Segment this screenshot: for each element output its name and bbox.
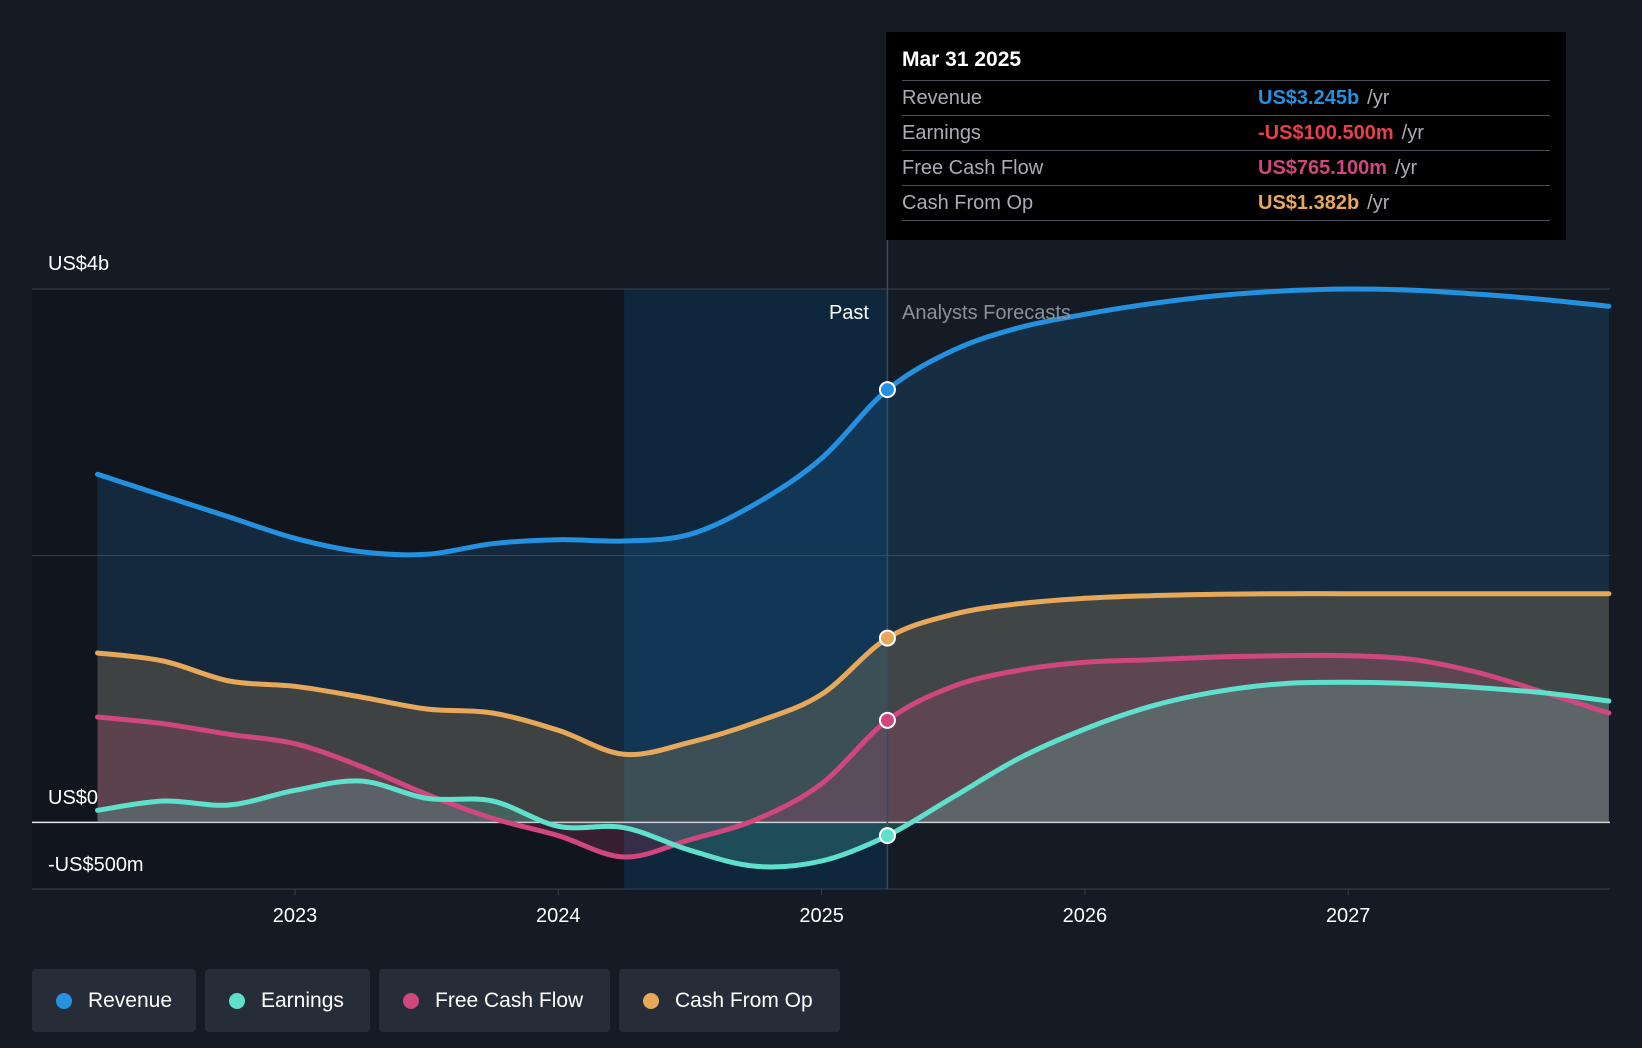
tooltip-unit: /yr (1394, 156, 1418, 179)
tooltip-row-earnings: Earnings -US$100.500m /yr (902, 115, 1550, 150)
tooltip-date: Mar 31 2025 (902, 48, 1022, 71)
x-axis-ticks: 2023 2024 2025 2026 2027 (273, 889, 1371, 927)
tooltip-unit: /yr (1401, 121, 1424, 144)
marker-earnings[interactable] (878, 827, 896, 845)
line-free-cash-flow (95, 652, 1612, 860)
y-axis-label-zero: US$0 (48, 787, 99, 809)
tooltip-label: Earnings (902, 121, 981, 144)
marker-cash-from-op[interactable] (878, 629, 896, 647)
tooltip-row-revenue: Revenue US$3.245b /yr (902, 80, 1550, 115)
y-axis-label-bottom: -US$500m (48, 854, 144, 876)
highlight-band (624, 289, 888, 889)
legend-label: Earnings (261, 988, 344, 1012)
tooltip-value: US$3.245b (1258, 86, 1360, 109)
legend-dot-icon (56, 992, 72, 1009)
legend-dot-icon (403, 992, 419, 1009)
tooltip-label: Revenue (902, 86, 983, 109)
line-earnings (95, 679, 1612, 870)
area-cash-from-op (97, 593, 1609, 823)
line-revenue (95, 286, 1612, 558)
tooltip-unit: /yr (1367, 191, 1390, 214)
legend-item-revenue[interactable]: Revenue (32, 969, 196, 1032)
tooltip-value: US$1.382b (1258, 191, 1360, 214)
data-tooltip: Mar 31 2025 Revenue US$3.245b /yr Earnin… (886, 32, 1566, 240)
tooltip-value: -US$100.500m (1258, 121, 1394, 144)
tooltip-row-cash-from-op: Cash From Op US$1.382b /yr (902, 185, 1550, 221)
y-axis-label-top: US$4b (48, 253, 110, 275)
chart-legend: Revenue Earnings Free Cash Flow Cash Fro… (32, 969, 840, 1032)
legend-dot-icon (643, 992, 659, 1009)
series-markers (878, 381, 896, 845)
legend-label: Free Cash Flow (435, 988, 584, 1012)
past-label: Past (829, 302, 869, 324)
forecast-label: Analysts Forecasts (902, 302, 1071, 324)
tooltip-label: Free Cash Flow (902, 156, 1044, 179)
series-lines (95, 286, 1612, 870)
x-tick-label: 2027 (1326, 905, 1371, 927)
x-tick-label: 2025 (799, 905, 844, 927)
marker-revenue[interactable] (878, 381, 896, 399)
tooltip-value: US$765.100m (1258, 156, 1387, 179)
x-tick-label: 2024 (536, 905, 581, 927)
marker-free-cash-flow[interactable] (878, 711, 896, 729)
line-cash-from-op (95, 591, 1612, 758)
tooltip-label: Cash From Op (902, 191, 1034, 214)
tooltip-unit: /yr (1367, 86, 1390, 109)
area-earnings (97, 682, 1609, 867)
tooltip-row-free-cash-flow: Free Cash Flow US$765.100m /yr (902, 150, 1550, 185)
legend-dot-icon (229, 992, 245, 1009)
legend-item-free-cash-flow[interactable]: Free Cash Flow (379, 969, 610, 1032)
legend-label: Cash From Op (675, 988, 813, 1012)
x-tick-label: 2023 (273, 905, 318, 927)
legend-item-earnings[interactable]: Earnings (205, 969, 370, 1032)
legend-item-cash-from-op[interactable]: Cash From Op (619, 969, 840, 1032)
legend-label: Revenue (87, 988, 172, 1012)
x-tick-label: 2026 (1063, 905, 1108, 927)
